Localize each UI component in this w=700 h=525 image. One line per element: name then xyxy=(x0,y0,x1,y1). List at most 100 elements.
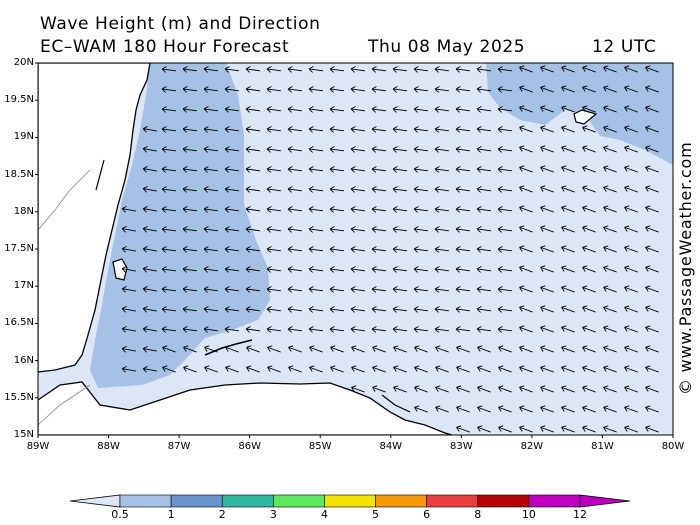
wave-arrow xyxy=(287,86,303,93)
colorbar-high-arrow xyxy=(579,494,631,508)
wave-arrow xyxy=(455,246,471,253)
wave-arrow xyxy=(624,245,638,253)
wave-arrow xyxy=(161,286,177,293)
wave-arrow xyxy=(329,266,345,273)
wave-arrow xyxy=(287,146,303,153)
wave-arrow xyxy=(392,126,408,133)
reef-mosquitia xyxy=(381,394,411,413)
wave-arrow xyxy=(308,86,324,93)
wave-arrow xyxy=(582,205,596,213)
lat-label: 15N xyxy=(13,429,34,440)
lat-label: 16N xyxy=(13,354,34,366)
wave-arrow xyxy=(287,66,303,73)
wave-arrow xyxy=(142,125,157,133)
wave-arrow xyxy=(266,106,282,113)
wave-arrow xyxy=(351,365,365,373)
lon-label: 85W xyxy=(308,441,332,452)
wave-arrow xyxy=(308,106,324,113)
wave-arrow xyxy=(582,385,596,393)
wave-arrow xyxy=(582,225,596,233)
wave-arrow xyxy=(224,246,240,253)
wave-arrow xyxy=(329,186,345,193)
wave-arrow xyxy=(350,306,366,313)
wave-arrow xyxy=(413,86,429,93)
wave-arrow xyxy=(603,85,617,93)
wave-arrow xyxy=(371,246,387,253)
wave-arrow xyxy=(371,146,387,153)
wave-arrow xyxy=(540,325,554,333)
wave-arrow xyxy=(329,66,345,73)
wave-arrow xyxy=(161,206,177,213)
wave-arrow xyxy=(392,266,408,273)
wave-arrow xyxy=(455,106,471,113)
wave-arrow xyxy=(161,86,177,93)
wave-arrow xyxy=(497,286,513,293)
wave-arrow xyxy=(183,365,197,373)
wave-arrow xyxy=(645,65,659,73)
lat-label: 17N xyxy=(13,280,34,292)
wave-arrow xyxy=(540,285,554,293)
wave-arrow xyxy=(203,306,219,313)
wave-arrow xyxy=(161,226,177,233)
wave-arrow xyxy=(497,226,513,233)
wave-arrow xyxy=(435,385,449,393)
wave-arrow xyxy=(476,66,492,73)
wave-arrow xyxy=(350,66,366,73)
wave-arrow xyxy=(266,306,282,313)
wave-arrow xyxy=(455,166,471,173)
wave-arrow xyxy=(161,126,177,133)
wave-arrow xyxy=(582,125,596,133)
colorbar-swatch xyxy=(324,494,376,508)
wave-arrow xyxy=(330,365,344,373)
wave-arrow xyxy=(540,125,554,133)
wave-arrow xyxy=(413,106,429,113)
wave-arrow xyxy=(561,305,575,313)
wave-arrow xyxy=(245,186,261,193)
land-yucatan-belize xyxy=(38,63,151,373)
wave-arrow xyxy=(287,226,303,233)
wave-arrow xyxy=(434,86,450,93)
lat-label: 17.5N xyxy=(4,243,34,254)
wave-arrow xyxy=(330,345,344,353)
wave-arrow xyxy=(435,365,449,373)
lon-label: 83W xyxy=(450,441,473,452)
wave-arrow xyxy=(182,86,198,93)
wave-arrow xyxy=(561,365,575,373)
wave-arrow xyxy=(224,306,240,313)
colorbar-swatch xyxy=(426,494,479,508)
colorbar-swatch xyxy=(221,494,274,508)
wave-arrow xyxy=(582,65,596,73)
wave-arrow xyxy=(350,166,366,173)
wave-arrow xyxy=(455,326,471,333)
wave-arrow xyxy=(476,326,492,333)
wave-arrow xyxy=(476,126,492,133)
wave-arrow xyxy=(161,306,177,313)
wave-arrow xyxy=(413,166,429,173)
wave-arrow xyxy=(540,65,554,73)
wave-arrow xyxy=(350,226,366,233)
wave-arrow xyxy=(121,345,136,353)
colorbar-label: 4 xyxy=(320,508,328,521)
wave-arrow xyxy=(519,165,533,173)
wave-arrow xyxy=(561,245,575,253)
wave-arrow xyxy=(288,345,302,353)
island-cozumel xyxy=(112,258,128,281)
wave-arrow xyxy=(329,166,345,173)
wave-arrow xyxy=(224,66,240,73)
wave-arrow xyxy=(497,166,513,173)
colorbar-low-arrow xyxy=(69,494,121,508)
wave-arrow xyxy=(392,226,408,233)
wave-arrow xyxy=(561,345,575,353)
wave-arrow xyxy=(371,66,387,73)
wave-arrow xyxy=(497,186,513,193)
wave-arrow xyxy=(414,365,428,373)
wave-arrow xyxy=(519,345,533,353)
lat-label: 16.5N xyxy=(4,317,34,329)
wave-arrow xyxy=(434,306,450,313)
wave-arrow xyxy=(540,145,554,153)
wave-arrow xyxy=(161,106,177,113)
wave-arrow xyxy=(413,246,429,253)
wave-arrow xyxy=(267,345,281,353)
wave-arrow xyxy=(540,85,554,93)
wave-arrow xyxy=(519,85,533,93)
